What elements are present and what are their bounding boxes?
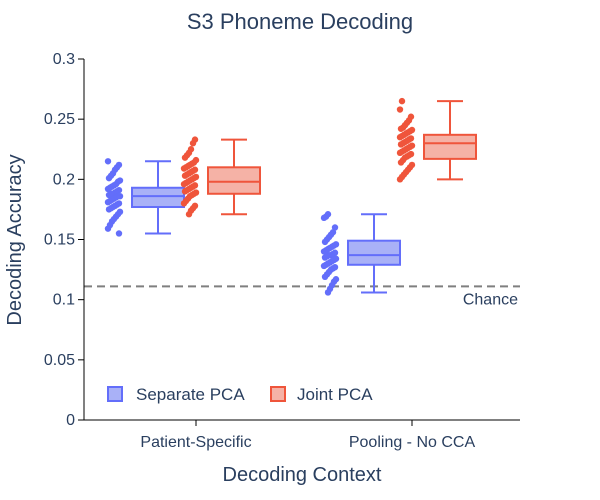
legend-label-separate-pca: Separate PCA — [136, 385, 245, 404]
box-iqr[interactable] — [207, 166, 261, 195]
data-point[interactable] — [397, 159, 405, 166]
data-point[interactable] — [321, 238, 329, 246]
data-point[interactable] — [181, 188, 189, 195]
data-point[interactable] — [185, 211, 193, 218]
data-point[interactable] — [180, 200, 188, 207]
y-axis-title: Decoding Accuracy — [4, 154, 26, 325]
data-point[interactable] — [104, 185, 112, 193]
x-tick-label: Pooling - No CCA — [349, 434, 476, 451]
data-point[interactable] — [324, 289, 332, 296]
legend-item-separate-pca[interactable]: Separate PCA — [107, 385, 245, 404]
data-point[interactable] — [396, 106, 404, 113]
y-tick-label: 0.15 — [44, 232, 75, 249]
y-tick-label: 0.05 — [44, 352, 75, 369]
data-point[interactable] — [105, 174, 113, 182]
legend-swatch-joint-pca — [270, 386, 286, 402]
y-tick-label: 0.2 — [53, 171, 75, 188]
data-point[interactable] — [320, 262, 328, 270]
x-axis-title: Decoding Context — [223, 464, 382, 486]
y-tick-label: 0.25 — [44, 111, 75, 128]
legend: Separate PCA Joint PCA — [107, 385, 373, 404]
box-iqr[interactable] — [131, 186, 185, 209]
legend-item-joint-pca[interactable]: Joint PCA — [270, 385, 373, 404]
data-point[interactable] — [105, 191, 113, 199]
data-point[interactable] — [397, 125, 405, 132]
data-point[interactable] — [115, 230, 123, 237]
legend-swatch-separate-pca — [107, 386, 123, 402]
data-point[interactable] — [331, 224, 339, 231]
data-point[interactable] — [105, 206, 113, 213]
plot-area: 0 0.05 0.1 0.15 0.2 0.25 0.3 Patient-Specific Po… — [44, 51, 520, 451]
chance-label: Chance — [463, 291, 518, 308]
data-point[interactable] — [397, 141, 405, 148]
y-tick-label: 0.3 — [53, 51, 75, 68]
data-point[interactable] — [396, 134, 404, 141]
y-tick-label: 0.1 — [53, 292, 75, 309]
box-iqr[interactable] — [423, 133, 477, 160]
data-point[interactable] — [320, 214, 328, 222]
data-point[interactable] — [181, 154, 189, 161]
data-point[interactable] — [398, 97, 406, 105]
chart-title: S3 Phoneme Decoding — [187, 9, 413, 34]
data-point[interactable] — [104, 198, 112, 206]
legend-label-joint-pca: Joint PCA — [297, 385, 373, 404]
data-point[interactable] — [189, 140, 197, 147]
data-point[interactable] — [104, 158, 112, 165]
data-point[interactable] — [396, 149, 404, 157]
x-tick-label: Patient-Specific — [140, 434, 251, 451]
data-point[interactable] — [396, 176, 404, 183]
data-point[interactable] — [320, 248, 328, 255]
y-tick-label: 0 — [66, 412, 75, 429]
data-point[interactable] — [180, 180, 188, 188]
data-point[interactable] — [180, 165, 188, 172]
data-point[interactable] — [321, 254, 329, 261]
data-point[interactable] — [181, 172, 189, 179]
data-point[interactable] — [321, 273, 329, 281]
box-iqr[interactable] — [347, 239, 401, 266]
data-point[interactable] — [104, 225, 112, 232]
